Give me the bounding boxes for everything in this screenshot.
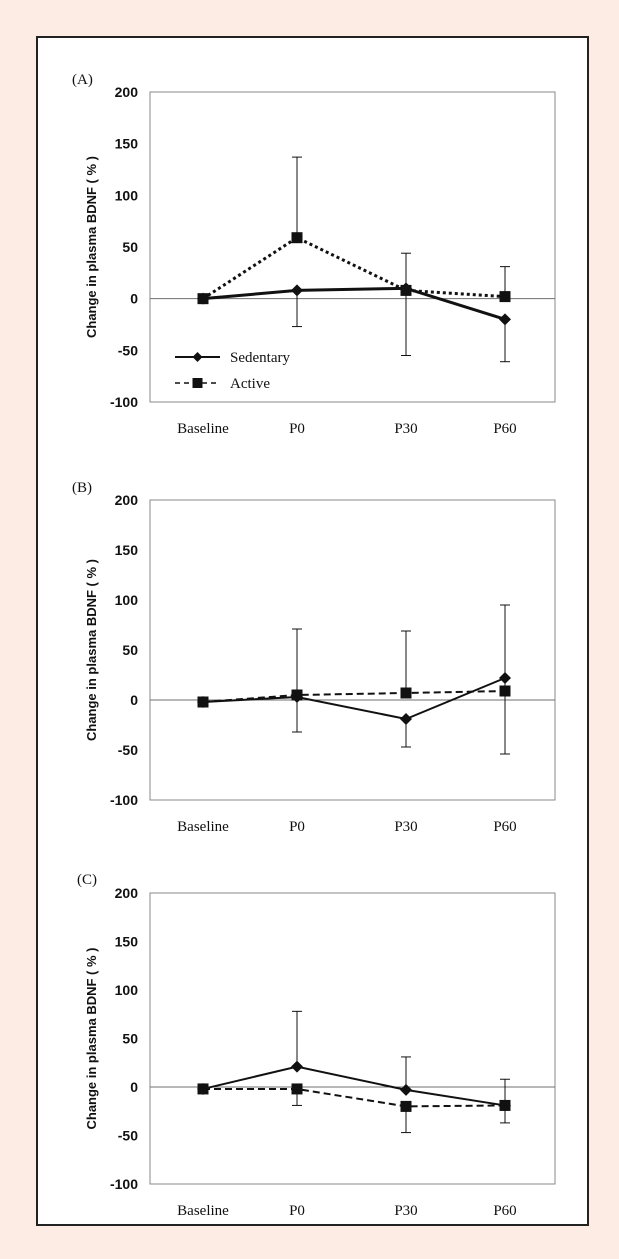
chart-c-ytick-label: 200 xyxy=(115,885,139,901)
chart-a-legend-marker-active xyxy=(192,378,203,388)
chart-a-xtick-label: P30 xyxy=(394,421,417,437)
chart-c-xtick-label: P30 xyxy=(394,1203,417,1219)
chart-panel-c: (C) -100 -50 0 50 100 150 200 Baseline P0 P30 P60 Ch… xyxy=(77,872,556,1219)
chart-a-point-sedentary xyxy=(291,284,303,297)
chart-a-ytick-label: 0 xyxy=(130,291,138,307)
chart-a-plot-area xyxy=(149,91,556,403)
chart-c-panel-label: (C) xyxy=(77,872,97,888)
chart-c-series-line-sedentary xyxy=(202,1065,506,1107)
chart-c-plot-area xyxy=(149,892,556,1185)
chart-b-ylabel: Change in plasma BDNF ( % ) xyxy=(84,559,99,741)
chart-a-point-sedentary xyxy=(499,313,511,326)
chart-a-series-line-sedentary xyxy=(202,286,506,321)
chart-b-ytick-label: 100 xyxy=(115,592,139,608)
chart-a-ytick-label: -100 xyxy=(110,394,138,410)
chart-c-xtick-label: P0 xyxy=(289,1203,305,1219)
chart-c-series-line-active xyxy=(203,1087,506,1108)
chart-a-ytick-label: -50 xyxy=(118,342,138,358)
chart-b-point-active xyxy=(197,696,209,708)
chart-b-panel-label: (B) xyxy=(72,480,92,496)
chart-b-ytick-label: -50 xyxy=(118,742,138,758)
chart-a-point-active xyxy=(499,291,511,303)
chart-a-point-active xyxy=(291,232,303,244)
chart-a-legend-label-sedentary: Sedentary xyxy=(230,350,290,366)
chart-a-ytick-label: 150 xyxy=(115,136,139,152)
chart-b-plot-area xyxy=(149,499,556,801)
chart-a-legend-label-active: Active xyxy=(230,376,270,392)
chart-c-ytick-label: 0 xyxy=(130,1079,138,1095)
chart-a-ylabel: Change in plasma BDNF ( % ) xyxy=(84,156,99,338)
chart-c-point-active xyxy=(291,1083,303,1095)
chart-c-xtick-label: P60 xyxy=(493,1203,516,1219)
chart-b-point-active xyxy=(400,687,412,699)
chart-a-xtick-label: P60 xyxy=(493,421,516,437)
chart-b-ytick-label: 150 xyxy=(115,542,139,558)
chart-c-ytick-label: 50 xyxy=(122,1031,138,1047)
chart-b-xtick-label: P30 xyxy=(394,819,417,835)
chart-panel-a: (A) -100 -50 0 50 100 150 200 Baseline P0 P30 P60 Ch… xyxy=(72,72,556,437)
chart-a-ytick-label: 100 xyxy=(115,187,139,203)
chart-b-ytick-label: 200 xyxy=(115,492,139,508)
chart-b-ytick-label: 50 xyxy=(122,642,138,658)
chart-c-point-active xyxy=(197,1083,209,1095)
chart-c-ylabel: Change in plasma BDNF ( % ) xyxy=(84,947,99,1129)
chart-b-xtick-label: P0 xyxy=(289,819,305,835)
chart-a-xtick-label: P0 xyxy=(289,421,305,437)
chart-a-ytick-label: 200 xyxy=(115,84,139,100)
chart-a-legend-marker-sedentary xyxy=(192,352,203,362)
chart-b-xtick-label: P60 xyxy=(493,819,516,835)
chart-b-ytick-label: -100 xyxy=(110,792,138,808)
chart-c-point-active xyxy=(499,1099,511,1111)
chart-c-ytick-label: -100 xyxy=(110,1176,138,1192)
chart-a-point-active xyxy=(197,293,209,305)
chart-a-xtick-label: Baseline xyxy=(177,421,229,437)
chart-panel-b: (B) -100 -50 0 50 100 150 200 Baseline P0 P30 P60 Ch… xyxy=(72,480,556,835)
chart-c-point-active xyxy=(400,1100,412,1112)
chart-b-series-line-active xyxy=(202,690,506,703)
chart-a-series-line-active xyxy=(202,235,506,300)
chart-b-point-sedentary xyxy=(400,713,412,725)
chart-b-xtick-label: Baseline xyxy=(177,819,229,835)
chart-a-point-active xyxy=(400,284,412,296)
chart-c-ytick-label: 100 xyxy=(115,982,139,998)
chart-a-ytick-label: 50 xyxy=(122,239,138,255)
chart-b-point-active xyxy=(291,689,303,701)
chart-a-panel-label: (A) xyxy=(72,72,93,88)
chart-c-ytick-label: -50 xyxy=(118,1128,138,1144)
chart-b-ytick-label: 0 xyxy=(130,692,138,708)
figure-frame xyxy=(36,36,589,1226)
chart-b-point-sedentary xyxy=(499,672,511,684)
chart-c-xtick-label: Baseline xyxy=(177,1203,229,1219)
chart-c-point-sedentary xyxy=(400,1083,412,1096)
chart-c-point-sedentary xyxy=(291,1060,303,1073)
chart-c-ytick-label: 150 xyxy=(115,934,139,950)
chart-b-point-active xyxy=(499,685,511,697)
